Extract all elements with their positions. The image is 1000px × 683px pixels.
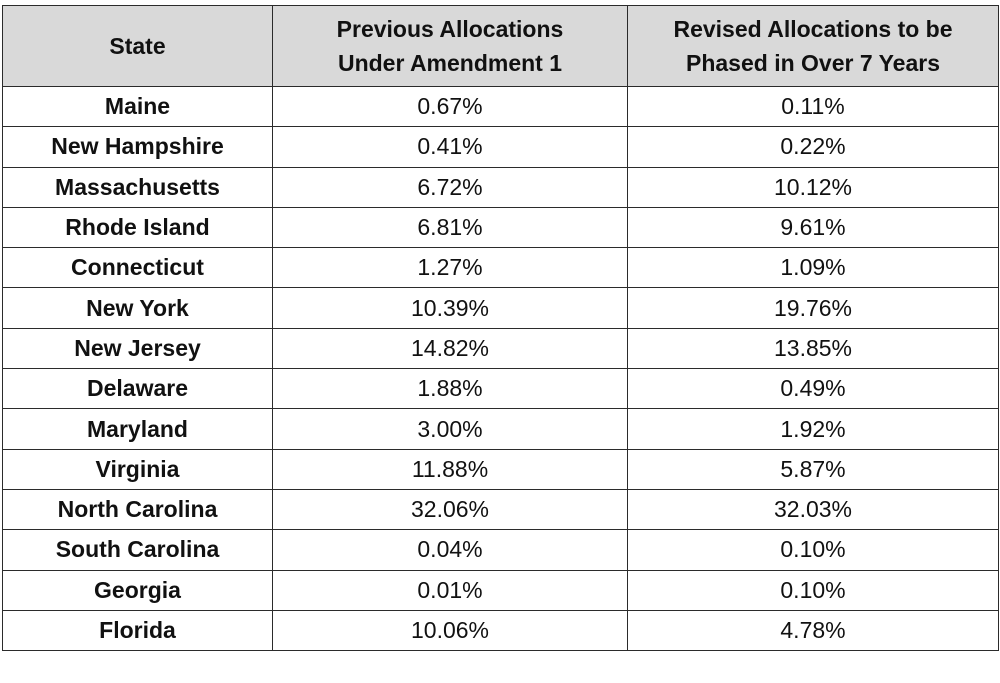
revised-allocation-cell: 13.85%: [627, 327, 999, 370]
state-cell: Delaware: [2, 368, 273, 410]
revised-allocation-cell: 0.22%: [627, 126, 999, 168]
previous-allocation-cell: 10.06%: [272, 609, 628, 652]
table-row: Virginia 11.88% 5.87%: [2, 448, 999, 490]
previous-allocation-cell: 0.67%: [272, 85, 628, 128]
state-cell: Florida: [2, 609, 273, 652]
state-cell: Rhode Island: [2, 206, 273, 249]
allocations-table: State Previous Allocations Under Amendme…: [2, 5, 999, 652]
revised-allocation-cell: 5.87%: [627, 448, 999, 490]
table-row: Maryland 3.00% 1.92%: [2, 408, 999, 450]
state-cell: Massachusetts: [2, 166, 273, 208]
header-previous-line-1: Previous Allocations: [336, 16, 564, 42]
revised-allocation-cell: 4.78%: [627, 609, 999, 652]
revised-allocation-cell: 0.10%: [627, 529, 999, 571]
previous-allocation-cell: 1.27%: [272, 247, 628, 289]
table-row: Connecticut 1.27% 1.09%: [2, 247, 999, 289]
revised-allocation-cell: 0.11%: [627, 85, 999, 128]
table-row: Massachusetts 6.72% 10.12%: [2, 166, 999, 208]
revised-allocation-cell: 32.03%: [627, 488, 999, 531]
table-row: Georgia 0.01% 0.10%: [2, 569, 999, 611]
state-cell: Virginia: [2, 448, 273, 490]
table-row: South Carolina 0.04% 0.10%: [2, 529, 999, 571]
state-cell: Georgia: [2, 569, 273, 611]
header-revised-line-1: Revised Allocations to be: [673, 16, 953, 42]
state-cell: New Hampshire: [2, 126, 273, 168]
header-row: State Previous Allocations Under Amendme…: [2, 5, 999, 87]
revised-allocation-cell: 1.09%: [627, 247, 999, 289]
header-revised-line-2: Phased in Over 7 Years: [685, 50, 940, 76]
previous-allocation-cell: 32.06%: [272, 488, 628, 531]
header-revised-allocations: Revised Allocations to be Phased in Over…: [627, 5, 999, 87]
previous-allocation-cell: 3.00%: [272, 408, 628, 450]
table-row: North Carolina 32.06% 32.03%: [2, 488, 999, 531]
table-row: Delaware 1.88% 0.49%: [2, 368, 999, 410]
state-cell: Maine: [2, 85, 273, 128]
table-body: Maine 0.67% 0.11% New Hampshire 0.41% 0.22% Ma…: [2, 85, 999, 652]
revised-allocation-cell: 1.92%: [627, 408, 999, 450]
revised-allocation-cell: 0.49%: [627, 368, 999, 410]
state-cell: North Carolina: [2, 488, 273, 531]
header-state: State: [2, 5, 273, 87]
table-row: New York 10.39% 19.76%: [2, 287, 999, 329]
table-row: Maine 0.67% 0.11%: [2, 85, 999, 128]
table-row: New Jersey 14.82% 13.85%: [2, 327, 999, 370]
previous-allocation-cell: 11.88%: [272, 448, 628, 490]
state-cell: New York: [2, 287, 273, 329]
previous-allocation-cell: 1.88%: [272, 368, 628, 410]
header-previous-line-2: Under Amendment 1: [337, 50, 563, 76]
previous-allocation-cell: 6.81%: [272, 206, 628, 249]
table-row: New Hampshire 0.41% 0.22%: [2, 126, 999, 168]
revised-allocation-cell: 19.76%: [627, 287, 999, 329]
header-previous-allocations: Previous Allocations Under Amendment 1: [272, 5, 628, 87]
state-cell: South Carolina: [2, 529, 273, 571]
previous-allocation-cell: 0.41%: [272, 126, 628, 168]
state-cell: Maryland: [2, 408, 273, 450]
state-cell: New Jersey: [2, 327, 273, 370]
previous-allocation-cell: 6.72%: [272, 166, 628, 208]
revised-allocation-cell: 0.10%: [627, 569, 999, 611]
revised-allocation-cell: 10.12%: [627, 166, 999, 208]
revised-allocation-cell: 9.61%: [627, 206, 999, 249]
table-row: Rhode Island 6.81% 9.61%: [2, 206, 999, 249]
previous-allocation-cell: 0.04%: [272, 529, 628, 571]
previous-allocation-cell: 10.39%: [272, 287, 628, 329]
previous-allocation-cell: 14.82%: [272, 327, 628, 370]
table-row: Florida 10.06% 4.78%: [2, 609, 999, 652]
previous-allocation-cell: 0.01%: [272, 569, 628, 611]
state-cell: Connecticut: [2, 247, 273, 289]
